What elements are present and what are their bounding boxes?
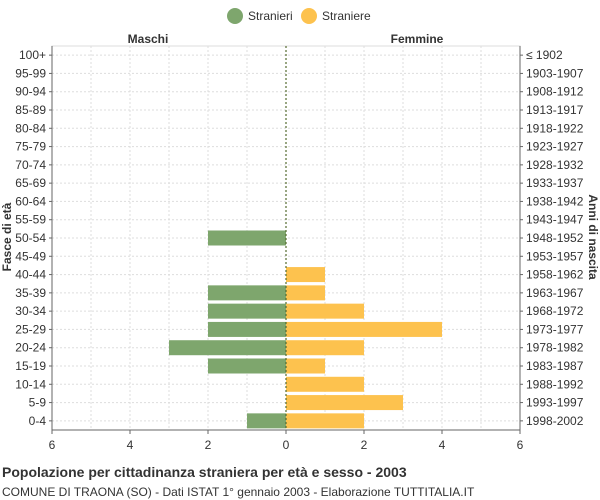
bar-male-30-34 [208, 303, 286, 319]
header-femmine: Femmine [391, 32, 444, 46]
bar-female-25-29 [286, 321, 442, 337]
bar-male-15-19 [208, 358, 286, 374]
birth-year-tick-label: 1983-1987 [526, 359, 584, 373]
bar-female-40-44 [286, 267, 325, 283]
age-tick-label: 10-14 [15, 377, 46, 391]
birth-year-tick-label: ≤ 1902 [526, 48, 563, 62]
bar-female-0-4 [286, 413, 364, 429]
legend-item-straniere[interactable]: Straniere [301, 6, 371, 26]
chart-footer-subtitle: COMUNE DI TRAONA (SO) - Dati ISTAT 1° ge… [2, 485, 475, 499]
age-tick-label: 95-99 [15, 66, 46, 80]
bar-male-50-54 [208, 230, 286, 246]
axes: 100+ ≤ 1902 95-99 1903-1907 90-94 1908-1912 85… [15, 46, 584, 452]
bar-male-20-24 [169, 340, 286, 356]
legend-swatch-female [301, 8, 317, 24]
birth-year-tick-label: 1953-1957 [526, 249, 584, 263]
legend-swatch-male [227, 8, 243, 24]
age-tick-label: 35-39 [15, 286, 46, 300]
age-tick-label: 50-54 [15, 231, 46, 245]
birth-year-tick-label: 1998-2002 [526, 414, 584, 428]
age-tick-label: 45-49 [15, 249, 46, 263]
bar-male-35-39 [208, 285, 286, 301]
age-tick-label: 20-24 [15, 341, 46, 355]
bar-male-25-29 [208, 321, 286, 337]
age-tick-label: 5-9 [29, 396, 47, 410]
birth-year-tick-label: 1978-1982 [526, 341, 584, 355]
birth-year-tick-label: 1913-1917 [526, 103, 584, 117]
age-tick-label: 25-29 [15, 322, 46, 336]
age-tick-label: 70-74 [15, 158, 46, 172]
bar-male-0-4 [247, 413, 286, 429]
birth-year-tick-label: 1993-1997 [526, 396, 584, 410]
x-tick-label: 2 [361, 438, 368, 452]
age-tick-label: 55-59 [15, 213, 46, 227]
legend-item-stranieri[interactable]: Stranieri [227, 6, 293, 26]
birth-year-tick-label: 1943-1947 [526, 213, 584, 227]
birth-year-tick-label: 1933-1937 [526, 176, 584, 190]
bars [169, 230, 442, 429]
population-pyramid-chart: 100+ ≤ 1902 95-99 1903-1907 90-94 1908-1912 85… [0, 32, 600, 452]
bar-female-5-9 [286, 395, 403, 411]
y-axis-label-birth-years: Anni di nascita [586, 194, 600, 280]
age-tick-label: 15-19 [15, 359, 46, 373]
bar-female-30-34 [286, 303, 364, 319]
birth-year-tick-label: 1958-1962 [526, 268, 584, 282]
x-tick-label: 0 [283, 438, 290, 452]
birth-year-tick-label: 1948-1952 [526, 231, 584, 245]
bar-female-15-19 [286, 358, 325, 374]
age-tick-label: 90-94 [15, 85, 46, 99]
age-tick-label: 60-64 [15, 194, 46, 208]
age-tick-label: 40-44 [15, 268, 46, 282]
chart-footer-title: Popolazione per cittadinanza straniera p… [2, 464, 407, 480]
birth-year-tick-label: 1903-1907 [526, 66, 584, 80]
birth-year-tick-label: 1968-1972 [526, 304, 584, 318]
bar-female-20-24 [286, 340, 364, 356]
birth-year-tick-label: 1928-1932 [526, 158, 584, 172]
birth-year-tick-label: 1938-1942 [526, 194, 584, 208]
birth-year-tick-label: 1988-1992 [526, 377, 584, 391]
legend: Stranieri Straniere [0, 6, 600, 26]
age-tick-label: 30-34 [15, 304, 46, 318]
age-tick-label: 85-89 [15, 103, 46, 117]
age-tick-label: 100+ [19, 48, 46, 62]
y-axis-label-age: Fasce di età [0, 202, 14, 271]
legend-label-straniere: Straniere [322, 9, 371, 23]
birth-year-tick-label: 1963-1967 [526, 286, 584, 300]
birth-year-tick-label: 1918-1922 [526, 121, 584, 135]
birth-year-tick-label: 1923-1927 [526, 140, 584, 154]
x-tick-label: 6 [49, 438, 56, 452]
bar-female-35-39 [286, 285, 325, 301]
x-tick-label: 4 [127, 438, 134, 452]
legend-label-stranieri: Stranieri [248, 9, 293, 23]
header-maschi: Maschi [128, 32, 169, 46]
bar-female-10-14 [286, 376, 364, 392]
age-tick-label: 75-79 [15, 140, 46, 154]
age-tick-label: 80-84 [15, 121, 46, 135]
x-tick-label: 2 [205, 438, 212, 452]
x-tick-label: 4 [439, 438, 446, 452]
x-tick-label: 6 [517, 438, 524, 452]
age-tick-label: 0-4 [29, 414, 47, 428]
birth-year-tick-label: 1908-1912 [526, 85, 584, 99]
age-tick-label: 65-69 [15, 176, 46, 190]
birth-year-tick-label: 1973-1977 [526, 322, 584, 336]
